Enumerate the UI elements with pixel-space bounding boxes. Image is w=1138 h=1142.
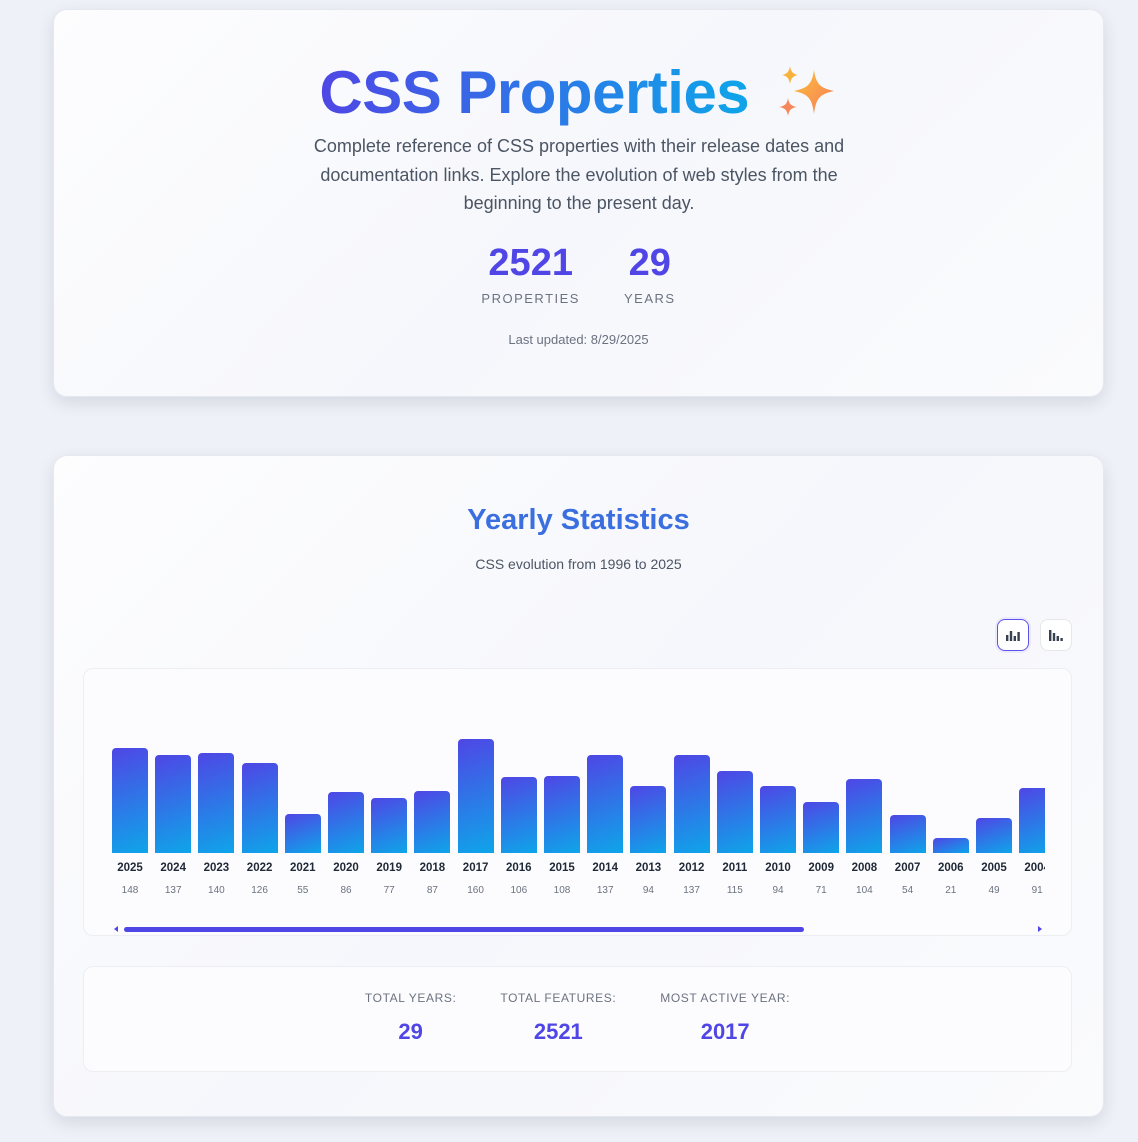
count-label: 71 xyxy=(815,885,827,896)
count-label: 94 xyxy=(772,885,784,896)
year-label: 2020 xyxy=(333,862,359,874)
year-label: 2019 xyxy=(376,862,402,874)
year-label: 2006 xyxy=(938,862,964,874)
stat-label: YEARS xyxy=(623,291,676,306)
sparkles-icon xyxy=(778,65,834,116)
summary-label: TOTAL FEATURES: xyxy=(500,991,617,1005)
bar-2016[interactable] xyxy=(500,777,537,853)
year-label: 2015 xyxy=(549,862,575,874)
scroll-right-arrow[interactable] xyxy=(1038,926,1042,932)
year-label: 2022 xyxy=(246,862,273,874)
year-label: 2009 xyxy=(808,862,834,874)
section-title: Yearly Statistics xyxy=(467,504,690,536)
bar-2018[interactable] xyxy=(414,791,451,853)
year-label: 2013 xyxy=(635,862,662,874)
sorted-view-button[interactable] xyxy=(1040,619,1072,651)
bar-2014[interactable] xyxy=(587,755,624,853)
count-label: 104 xyxy=(856,885,873,896)
bar-2017[interactable] xyxy=(457,739,494,853)
count-label: 21 xyxy=(945,885,957,896)
year-label: 2008 xyxy=(851,862,878,874)
last-updated: Last updated: 8/29/2025 xyxy=(508,332,649,347)
scroll-left-arrow[interactable] xyxy=(114,926,118,932)
bar-chart-descending-icon xyxy=(1049,630,1063,641)
bar-2012[interactable] xyxy=(673,755,710,853)
year-label: 2007 xyxy=(894,862,921,874)
summary-value: 2521 xyxy=(533,1019,583,1044)
count-label: 148 xyxy=(121,885,139,896)
yearly-statistics-card: Yearly Statistics CSS evolution from 199… xyxy=(53,455,1104,1117)
year-label: 2010 xyxy=(765,862,791,874)
section-subtitle: CSS evolution from 1996 to 2025 xyxy=(475,556,682,572)
count-label: 137 xyxy=(164,885,182,896)
hero-card: CSS Properties Complete reference of CSS… xyxy=(53,9,1104,397)
yearly-bar-chart: 2025 148 2024 137 2023 140 2022 126 2021 55 2020 86… xyxy=(83,668,1072,936)
summary-value: 2017 xyxy=(700,1019,750,1044)
stat-label: PROPERTIES xyxy=(481,291,580,306)
bar-2004[interactable] xyxy=(1019,788,1045,853)
bar-2009[interactable] xyxy=(803,802,840,853)
count-label: 115 xyxy=(726,885,743,896)
count-label: 77 xyxy=(383,885,395,896)
stat-value: 2521 xyxy=(488,242,573,284)
count-label: 108 xyxy=(553,885,571,896)
year-label: 2023 xyxy=(203,862,230,874)
bar-2006[interactable] xyxy=(932,838,969,853)
count-label: 137 xyxy=(683,885,700,896)
summary-value: 29 xyxy=(398,1019,423,1044)
count-label: 140 xyxy=(208,885,225,896)
year-label: 2005 xyxy=(981,862,1007,874)
count-label: 91 xyxy=(1031,885,1043,896)
count-label: 54 xyxy=(902,885,914,896)
count-label: 106 xyxy=(510,885,528,896)
year-label: 2011 xyxy=(722,862,748,874)
summary-total-features: TOTAL FEATURES: 2521 xyxy=(500,991,616,1071)
bar-2019[interactable] xyxy=(371,798,408,853)
chart-scroll-area[interactable]: 2025 148 2024 137 2023 140 2022 126 2021 55 2020 86… xyxy=(112,669,1045,909)
bar-2022[interactable] xyxy=(241,763,278,853)
year-label: 2004 xyxy=(1024,862,1045,874)
page-description: Complete reference of CSS properties wit… xyxy=(313,136,845,213)
stat-value: 29 xyxy=(628,242,671,284)
bar-2015[interactable] xyxy=(544,776,580,853)
count-label: 55 xyxy=(297,885,309,896)
bar-2011[interactable] xyxy=(716,771,753,853)
year-label: 2012 xyxy=(678,862,705,874)
count-label: 49 xyxy=(988,885,1000,896)
summary-most-active-year: MOST ACTIVE YEAR: 2017 xyxy=(660,991,790,1071)
year-label: 2018 xyxy=(419,862,446,874)
chronological-view-button[interactable] xyxy=(997,619,1029,651)
year-label: 2016 xyxy=(506,862,532,874)
year-label: 2014 xyxy=(592,862,618,874)
year-label: 2021 xyxy=(290,862,316,874)
bar-2010[interactable] xyxy=(760,786,796,853)
summary-total-years: TOTAL YEARS: 29 xyxy=(365,991,456,1071)
count-label: 126 xyxy=(251,885,268,896)
summary-label: MOST ACTIVE YEAR: xyxy=(660,991,791,1005)
bar-2025[interactable] xyxy=(112,747,148,853)
year-label: 2025 xyxy=(117,862,143,874)
count-label: 94 xyxy=(642,885,654,896)
stat-properties: 2521 PROPERTIES xyxy=(481,242,580,306)
bar-2007[interactable] xyxy=(889,814,926,853)
count-label: 160 xyxy=(467,885,484,896)
year-label: 2024 xyxy=(160,862,186,874)
year-label: 2017 xyxy=(462,862,489,874)
bar-2023[interactable] xyxy=(198,753,235,853)
count-label: 86 xyxy=(340,885,352,896)
bar-2005[interactable] xyxy=(976,818,1012,853)
count-label: 87 xyxy=(426,885,438,896)
bar-2020[interactable] xyxy=(328,791,364,853)
summary-panel: TOTAL YEARS: 29 TOTAL FEATURES: 2521 MOS… xyxy=(83,966,1072,1072)
bar-2013[interactable] xyxy=(630,786,667,853)
bar-chart-icon xyxy=(1006,631,1020,641)
bar-2008[interactable] xyxy=(846,778,883,853)
summary-label: TOTAL YEARS: xyxy=(364,991,457,1005)
bar-2021[interactable] xyxy=(284,813,321,853)
bar-2024[interactable] xyxy=(155,755,192,853)
page-title: CSS Properties xyxy=(319,59,750,126)
stat-years: 29 YEARS xyxy=(624,242,676,306)
count-label: 137 xyxy=(596,885,614,896)
scrollbar-thumb[interactable] xyxy=(124,927,804,932)
